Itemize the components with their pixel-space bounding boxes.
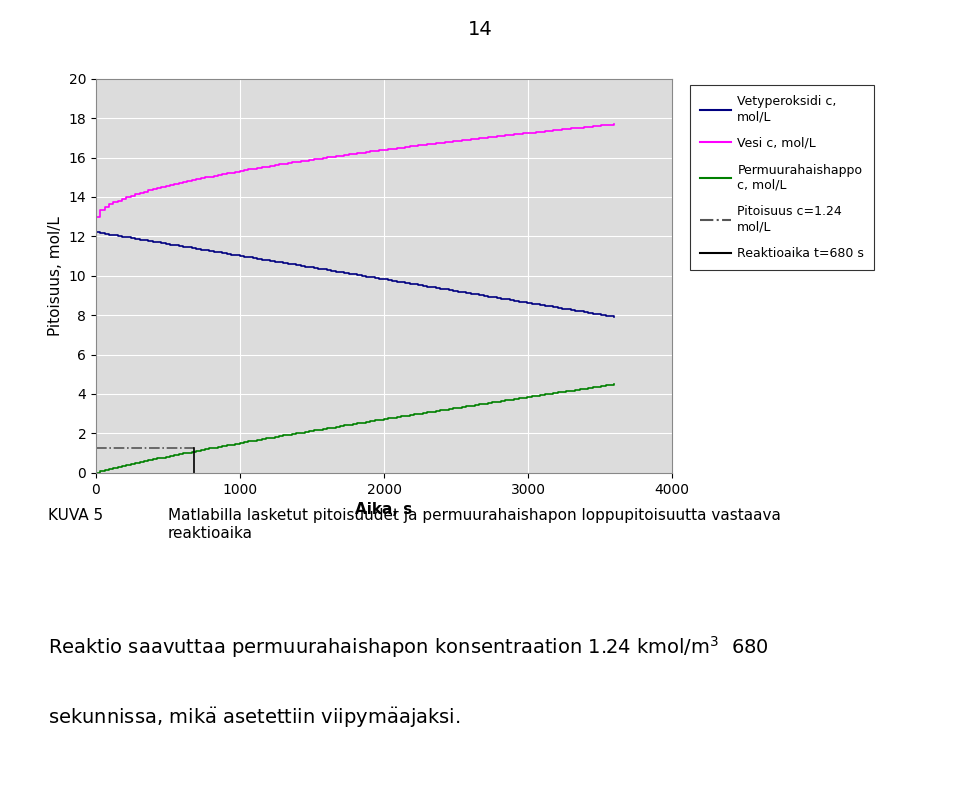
Text: 14: 14: [468, 20, 492, 39]
Text: Matlabilla lasketut pitoisuudet ja permuurahaishapon loppupitoisuutta vastaava
r: Matlabilla lasketut pitoisuudet ja permu…: [168, 508, 780, 541]
X-axis label: Aika, s: Aika, s: [355, 502, 413, 517]
Legend: Vetyperoksidi c,
mol/L, Vesi c, mol/L, Permuurahaishappo
c, mol/L, Pitoisuus c=1: Vetyperoksidi c, mol/L, Vesi c, mol/L, P…: [690, 85, 875, 270]
Y-axis label: Pitoisuus, mol/L: Pitoisuus, mol/L: [48, 216, 63, 336]
Text: Reaktio saavuttaa permuurahaishapon konsentraation 1.24 kmol/m$^3$  680: Reaktio saavuttaa permuurahaishapon kons…: [48, 634, 769, 660]
Text: sekunnissa, mik$\ddot{\rm a}$ asetettiin viipym$\ddot{\rm a}$ajaksi.: sekunnissa, mik$\ddot{\rm a}$ asetettiin…: [48, 705, 461, 730]
Text: KUVA 5: KUVA 5: [48, 508, 103, 523]
